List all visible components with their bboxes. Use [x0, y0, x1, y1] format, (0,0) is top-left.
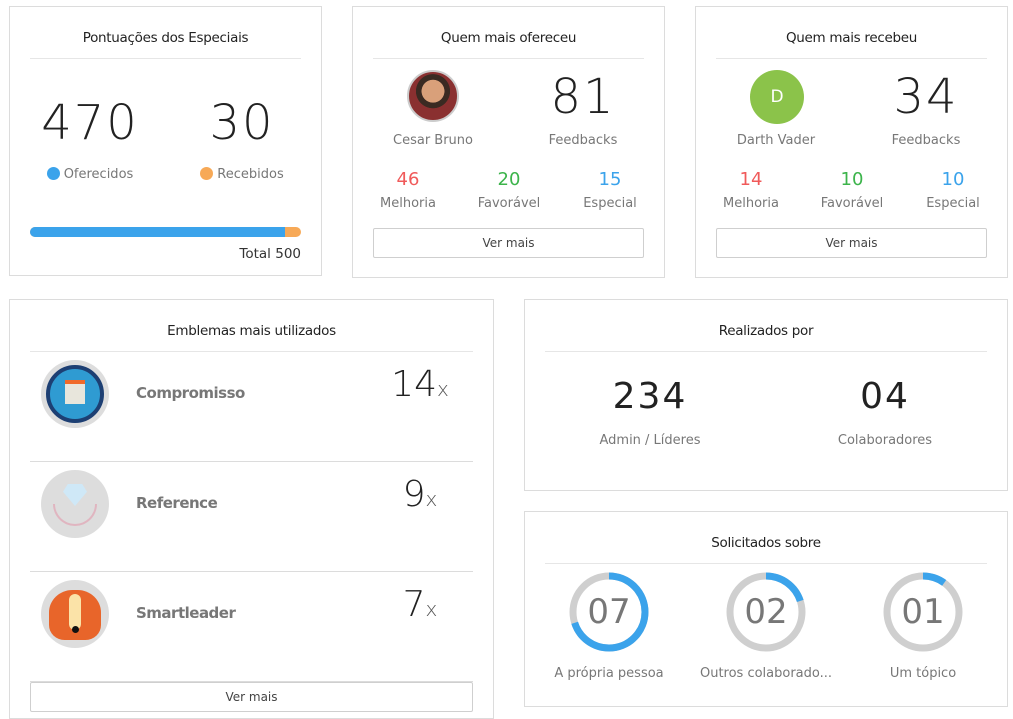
- feedback-count: 34: [893, 69, 959, 125]
- ring-label: A própria pessoa: [554, 666, 664, 681]
- ring-svg: [569, 572, 649, 652]
- avatar[interactable]: D: [750, 70, 804, 124]
- ver-mais-button[interactable]: Ver mais: [373, 228, 644, 258]
- stat-label: Melhoria: [723, 196, 779, 211]
- reference-diamond-badge-icon: [41, 470, 109, 538]
- colaboradores-label: Colaboradores: [837, 433, 933, 448]
- recebidos-value: 30: [209, 95, 275, 151]
- ring-value: 07: [587, 592, 631, 632]
- realizados-card: Realizados por 234 Admin / Líderes 04 Co…: [524, 299, 1008, 491]
- stat-melhoria: 14 Melhoria: [706, 169, 796, 211]
- emblema-count: 14x: [370, 364, 470, 405]
- progress-ring: 02: [724, 570, 808, 654]
- card-title: Realizados por: [545, 300, 987, 352]
- quem-mais-ofereceu-card: Quem mais ofereceu Cesar Bruno 81 Feedba…: [352, 6, 665, 278]
- emblema-row: Smartleader 7x: [30, 572, 473, 682]
- progress-fill: [30, 227, 285, 237]
- user-name[interactable]: Cesar Bruno: [393, 133, 473, 148]
- solicitados-card: Solicitados sobre 07 A própria pessoa 02 Ou…: [524, 511, 1008, 707]
- quem-mais-recebeu-card: Quem mais recebeu D Darth Vader 34 Feedb…: [695, 6, 1008, 278]
- stat-value: 10: [941, 169, 965, 190]
- card-title: Solicitados sobre: [545, 512, 987, 564]
- emblema-name: Compromisso: [136, 384, 245, 402]
- orange-dot-icon: [200, 167, 214, 180]
- feedback-count: 81: [550, 69, 616, 125]
- stat-favoravel: 10 Favorável: [807, 169, 897, 211]
- stat-especial: 15 Especial: [565, 169, 655, 211]
- card-title: Quem mais recebeu: [716, 7, 987, 59]
- admin-count: 234: [612, 376, 688, 417]
- feedbacks-label: Feedbacks: [548, 133, 618, 148]
- oferecidos-legend: Oferecidos: [30, 167, 150, 182]
- ring-fill: [883, 572, 963, 652]
- ver-mais-button[interactable]: Ver mais: [716, 228, 987, 258]
- ring-label: Um tópico: [889, 666, 957, 681]
- count-value: 14: [391, 364, 437, 405]
- card-title: Emblemas mais utilizados: [30, 300, 473, 352]
- emblema-row: Compromisso 14x: [30, 352, 473, 462]
- stat-label: Favorável: [477, 196, 541, 211]
- emblemas-card: Emblemas mais utilizados Compromisso 14x…: [9, 299, 494, 719]
- admin-label: Admin / Líderes: [599, 433, 701, 448]
- count-value: 7: [402, 584, 426, 625]
- ring-value: 01: [901, 592, 945, 632]
- emblema-row: Reference 9x: [30, 462, 473, 572]
- stat-value: 46: [396, 169, 420, 190]
- emblema-name: Smartleader: [136, 604, 236, 622]
- count-suffix: x: [425, 487, 438, 511]
- count-suffix: x: [436, 377, 449, 401]
- progress-bar: [30, 227, 301, 237]
- count-value: 9: [402, 474, 426, 515]
- feedbacks-label: Feedbacks: [891, 133, 961, 148]
- ring-label: Outros colaborado...: [699, 666, 833, 681]
- recebidos-legend: Recebidos: [182, 167, 302, 182]
- smartleader-fox-badge-icon: [41, 580, 109, 648]
- stat-melhoria: 46 Melhoria: [363, 169, 453, 211]
- user-name[interactable]: Darth Vader: [736, 133, 816, 148]
- ring-svg: [883, 572, 963, 652]
- blue-dot-icon: [46, 167, 60, 180]
- oferecidos-value: 470: [41, 95, 139, 151]
- compromisso-badge-icon: [41, 360, 109, 428]
- progress-ring: 07: [567, 570, 651, 654]
- stat-label: Favorável: [820, 196, 884, 211]
- stat-label: Especial: [926, 196, 980, 211]
- colaboradores-count: 04: [860, 376, 910, 417]
- ring-value: 02: [744, 592, 788, 632]
- emblema-count: 9x: [370, 474, 470, 515]
- emblema-name: Reference: [136, 494, 218, 512]
- count-suffix: x: [425, 597, 438, 621]
- stat-value: 14: [739, 169, 763, 190]
- avatar[interactable]: [407, 70, 459, 122]
- card-title: Pontuações dos Especiais: [30, 7, 301, 59]
- recebidos-label: Recebidos: [217, 167, 284, 182]
- pontuacoes-card: Pontuações dos Especiais 470 30 Oferecid…: [9, 6, 322, 276]
- stat-especial: 10 Especial: [908, 169, 998, 211]
- progress-ring: 01: [881, 570, 965, 654]
- stat-favoravel: 20 Favorável: [464, 169, 554, 211]
- ver-mais-button[interactable]: Ver mais: [30, 682, 473, 712]
- emblema-count: 7x: [370, 584, 470, 625]
- oferecidos-label: Oferecidos: [63, 167, 134, 182]
- ring-fill: [569, 572, 649, 652]
- ring-svg: [726, 572, 806, 652]
- ring-fill: [726, 572, 806, 652]
- total-label: Total 500: [239, 246, 301, 262]
- stat-value: 10: [840, 169, 864, 190]
- stat-label: Melhoria: [380, 196, 436, 211]
- stat-value: 20: [497, 169, 521, 190]
- stat-label: Especial: [583, 196, 637, 211]
- stat-value: 15: [598, 169, 622, 190]
- card-title: Quem mais ofereceu: [373, 7, 644, 59]
